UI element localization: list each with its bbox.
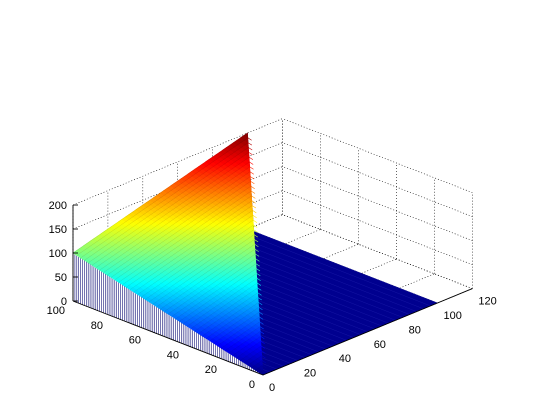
surface-cell — [253, 220, 257, 223]
surface-cell — [252, 201, 256, 203]
surface-cell — [251, 191, 255, 193]
surface-cell — [251, 186, 255, 189]
x-tick-label: 20 — [304, 368, 316, 380]
surface-cell — [250, 177, 254, 179]
surface-cell — [249, 152, 253, 154]
y-tick-label: 80 — [91, 320, 103, 332]
x-tick-label: 60 — [374, 339, 386, 351]
y-tick-label: 20 — [205, 364, 217, 376]
y-tick-label: 60 — [129, 335, 141, 347]
x-tick-label: 80 — [409, 324, 421, 336]
x-tick-label: 0 — [269, 382, 275, 394]
grid-z-side-3 — [282, 143, 472, 217]
surface-cell — [253, 215, 257, 217]
surface-cell — [248, 148, 252, 151]
surface-cell — [249, 162, 253, 165]
surface-cell — [252, 206, 256, 208]
z-tick-label: 150 — [49, 224, 67, 236]
x-tick-label: 120 — [478, 296, 496, 308]
surface-cell — [253, 210, 257, 213]
surface-cell — [248, 143, 252, 145]
surface-cell — [248, 138, 252, 141]
y-tick-label: 100 — [47, 305, 65, 317]
surface-cell — [249, 157, 253, 159]
y-tick-label: 0 — [249, 379, 255, 391]
surface-cell — [250, 172, 254, 175]
surface-cell — [252, 196, 256, 199]
x-tick-label: 100 — [444, 310, 462, 322]
x-tick-label: 40 — [339, 353, 351, 365]
surface-cell — [251, 181, 255, 183]
surface-cell — [250, 167, 254, 169]
z-tick-label: 200 — [49, 200, 67, 212]
z-tick-label: 50 — [55, 272, 67, 284]
z-tick-label: 100 — [49, 248, 67, 260]
grid-z-side-4 — [282, 119, 472, 193]
y-tick-label: 40 — [167, 349, 179, 361]
grid-z-side-2 — [282, 167, 472, 241]
